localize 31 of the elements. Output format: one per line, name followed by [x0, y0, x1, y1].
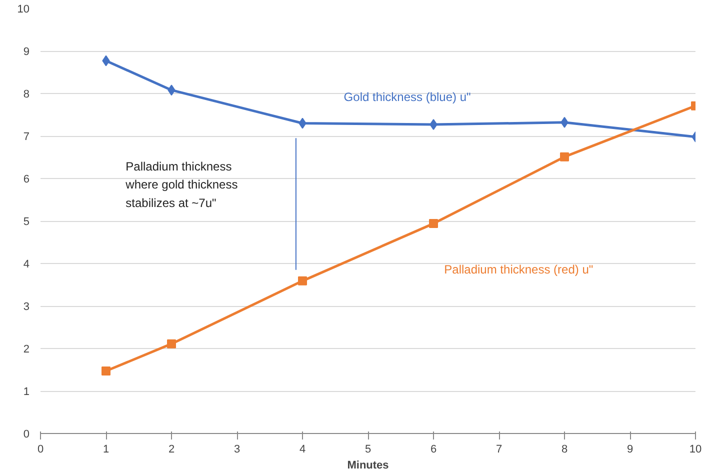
x-tick-label: 1	[102, 444, 110, 456]
x-tick-label: 10	[689, 444, 702, 456]
point	[429, 219, 438, 228]
x-tick-label: 0	[37, 444, 44, 456]
y-tick-label: 7	[23, 131, 30, 143]
y-tick-label: 3	[23, 301, 30, 313]
y-tick-label: 6	[23, 174, 30, 186]
x-tick-label: 7	[496, 444, 502, 456]
y-tick-label: 1	[23, 386, 30, 398]
series-label: Gold thickness (blue) u"	[344, 90, 471, 104]
x-axis-title: Minutes	[347, 460, 389, 472]
y-tick-label: 8	[23, 88, 30, 100]
y-tick-label: 10	[17, 4, 30, 16]
x-tick-label: 4	[299, 444, 306, 456]
point	[560, 152, 569, 162]
x-tick-label: 2	[168, 444, 175, 456]
y-tick-label: 4	[23, 258, 30, 270]
x-tick-label: 8	[561, 444, 568, 456]
point	[102, 366, 110, 376]
y-tick-label: 5	[23, 216, 30, 228]
annotation: Palladium thickness where gold thickness stabilizes at ~7u"	[124, 159, 238, 210]
x-tick-label: 5	[364, 444, 372, 456]
y-tick-label: 0	[23, 428, 30, 440]
point	[298, 276, 307, 286]
y-tick-label: 9	[23, 46, 30, 58]
text: Palladium thickness (red) u"	[444, 262, 594, 276]
point	[167, 339, 176, 348]
x-tick-label: 9	[626, 444, 634, 456]
x-tick-label: 3	[234, 444, 240, 456]
y-tick-label: 2	[23, 344, 30, 356]
x-tick-label: 6	[430, 444, 437, 456]
